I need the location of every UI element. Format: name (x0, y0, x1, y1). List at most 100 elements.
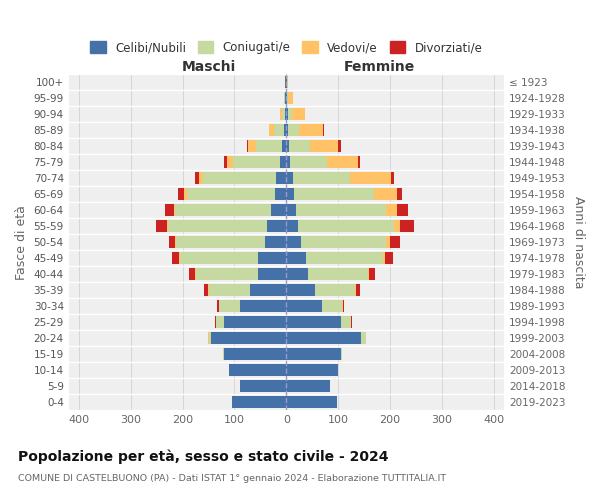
Bar (156, 220, 167, 232)
Bar (224, 156, 227, 168)
Bar (290, 156, 327, 168)
Bar (286, 348, 341, 360)
Bar (227, 156, 233, 168)
Bar (286, 92, 287, 104)
Bar (223, 348, 224, 360)
Bar (175, 204, 271, 216)
Bar (361, 332, 365, 344)
Bar (296, 204, 386, 216)
Bar (298, 220, 394, 232)
Bar (286, 220, 298, 232)
Bar (288, 108, 292, 120)
Bar (286, 364, 338, 376)
Bar (178, 188, 184, 200)
Bar (286, 188, 293, 200)
Bar (286, 76, 287, 88)
Bar (293, 188, 374, 200)
Bar (286, 284, 315, 296)
Bar (286, 396, 337, 408)
Bar (196, 268, 258, 280)
Bar (256, 140, 282, 152)
Bar (397, 188, 403, 200)
Bar (184, 188, 187, 200)
Text: COMUNE DI CASTELBUONO (PA) - Dati ISTAT 1° gennaio 2024 - Elaborazione TUTTITALI: COMUNE DI CASTELBUONO (PA) - Dati ISTAT … (18, 474, 446, 483)
Bar (386, 204, 397, 216)
Bar (285, 92, 286, 104)
Bar (190, 268, 194, 280)
Bar (287, 92, 289, 104)
Bar (180, 252, 258, 264)
Bar (341, 316, 351, 328)
Bar (322, 300, 342, 312)
Bar (233, 156, 280, 168)
Bar (274, 124, 284, 136)
Bar (400, 220, 414, 232)
Bar (195, 172, 199, 184)
Bar (179, 252, 180, 264)
Text: Maschi: Maschi (181, 60, 236, 74)
Bar (310, 140, 338, 152)
Bar (286, 172, 293, 184)
Bar (301, 236, 386, 248)
Bar (258, 268, 286, 280)
Bar (164, 204, 174, 216)
Bar (217, 300, 219, 312)
Bar (286, 268, 308, 280)
Bar (258, 252, 286, 264)
Bar (286, 236, 301, 248)
Bar (299, 124, 323, 136)
Bar (397, 204, 408, 216)
Bar (289, 92, 293, 104)
Bar (187, 188, 275, 200)
Bar (280, 108, 282, 120)
Bar (203, 172, 276, 184)
Bar (217, 316, 224, 328)
Bar (247, 140, 248, 152)
Bar (250, 284, 286, 296)
Bar (239, 380, 286, 392)
Bar (169, 236, 175, 248)
Bar (356, 284, 361, 296)
Bar (265, 236, 286, 248)
Bar (288, 124, 299, 136)
Bar (282, 108, 285, 120)
Bar (168, 220, 266, 232)
Bar (286, 316, 341, 328)
Bar (286, 204, 296, 216)
Bar (167, 220, 168, 232)
Bar (285, 76, 286, 88)
Bar (394, 220, 400, 232)
Bar (280, 156, 286, 168)
Bar (176, 236, 265, 248)
Bar (292, 108, 305, 120)
Bar (391, 172, 394, 184)
Bar (209, 332, 211, 344)
Y-axis label: Anni di nascita: Anni di nascita (572, 196, 585, 288)
Bar (383, 252, 385, 264)
Bar (224, 316, 286, 328)
Bar (174, 204, 175, 216)
Bar (315, 284, 355, 296)
Bar (286, 156, 290, 168)
Bar (338, 140, 341, 152)
Bar (284, 124, 286, 136)
Bar (285, 108, 286, 120)
Bar (350, 172, 391, 184)
Bar (282, 140, 286, 152)
Bar (271, 204, 286, 216)
Bar (374, 188, 397, 200)
Bar (276, 172, 286, 184)
Bar (293, 172, 350, 184)
Bar (286, 332, 361, 344)
Bar (386, 236, 391, 248)
Text: Popolazione per età, sesso e stato civile - 2024: Popolazione per età, sesso e stato civil… (18, 450, 389, 464)
Bar (229, 364, 286, 376)
Bar (239, 300, 286, 312)
Bar (232, 396, 286, 408)
Bar (275, 188, 286, 200)
Bar (286, 380, 331, 392)
Bar (341, 348, 342, 360)
Bar (286, 124, 288, 136)
Bar (385, 252, 393, 264)
Bar (391, 236, 400, 248)
